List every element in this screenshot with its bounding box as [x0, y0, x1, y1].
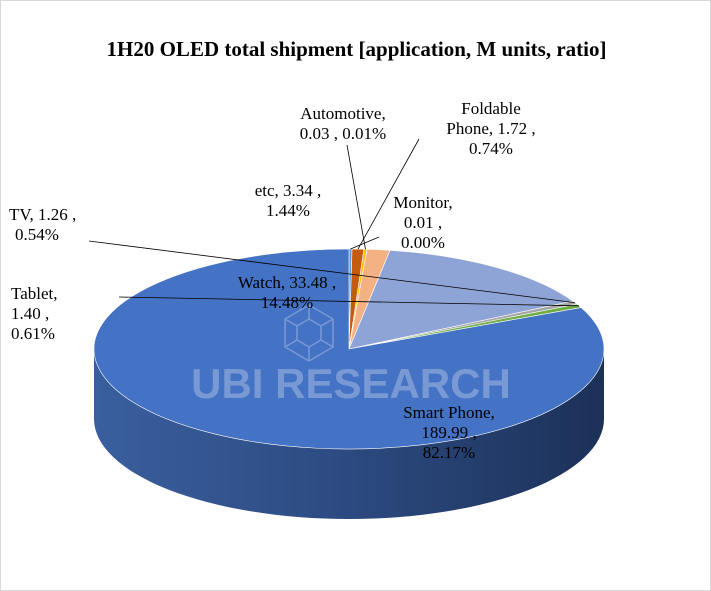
- leader-tv: [88, 240, 575, 304]
- leader-tablet: [118, 296, 580, 307]
- label-tablet: Tablet, 1.40 , 0.61%: [11, 284, 58, 343]
- label-tv: TV, 1.26 , 0.54%: [9, 205, 77, 244]
- label-smart-phone: Smart Phone, 189.99 , 82.17%: [403, 403, 495, 462]
- label-automotive: Automotive, 0.03 , 0.01%: [299, 104, 387, 143]
- watermark: UBI RESEARCH: [191, 304, 511, 407]
- label-etc: etc, 3.34 , 1.44%: [254, 181, 322, 220]
- label-watch: Watch, 33.48 , 14.48%: [237, 273, 337, 312]
- label-monitor: Monitor, 0.01 , 0.00%: [393, 193, 453, 252]
- leader-automotive: [346, 144, 366, 250]
- watermark-text: UBI RESEARCH: [191, 360, 511, 407]
- pie-slice-watch: [348, 249, 574, 350]
- leader-monitor: [350, 236, 380, 250]
- leader-foldable-phone: [357, 138, 420, 250]
- pie-side-wall: [94, 349, 604, 519]
- label-foldable-phone: Foldable Phone, 1.72 , 0.74%: [446, 99, 536, 158]
- chart-title: 1H20 OLED total shipment [application, M…: [106, 37, 607, 61]
